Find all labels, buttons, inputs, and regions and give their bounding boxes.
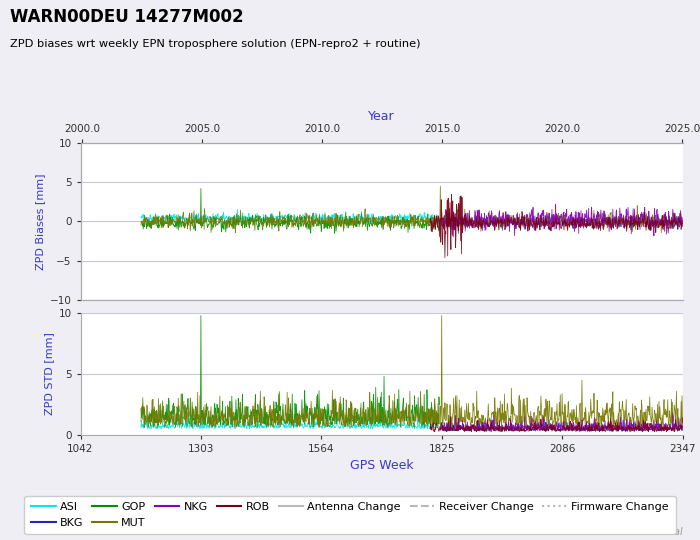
X-axis label: Year: Year (368, 110, 395, 123)
Text: © EPN Central: © EPN Central (612, 527, 682, 537)
Text: WARN00DEU 14277M002: WARN00DEU 14277M002 (10, 8, 244, 26)
Text: ZPD biases wrt weekly EPN troposphere solution (EPN-repro2 + routine): ZPD biases wrt weekly EPN troposphere so… (10, 39, 421, 49)
X-axis label: GPS Week: GPS Week (350, 460, 413, 472)
Legend: ASI, BKG, GOP, MUT, NKG, ROB, Antenna Change, Receiver Change, Firmware Change: ASI, BKG, GOP, MUT, NKG, ROB, Antenna Ch… (25, 496, 676, 535)
Y-axis label: ZPD Biases [mm]: ZPD Biases [mm] (36, 173, 46, 269)
Y-axis label: ZPD STD [mm]: ZPD STD [mm] (44, 333, 54, 415)
